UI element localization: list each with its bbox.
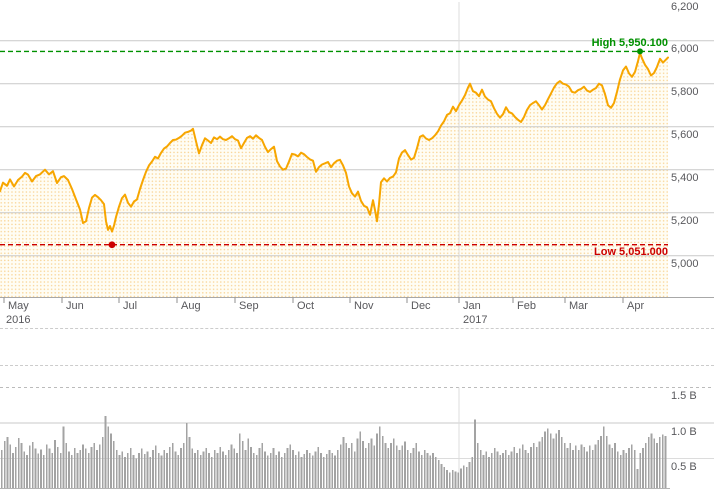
year-label: 2017 <box>463 314 488 326</box>
price-y-tick-label: 5,800 <box>671 85 699 98</box>
price-y-tick-label: 5,400 <box>671 171 699 184</box>
price-x-tick-label: Sep <box>239 300 259 312</box>
price-y-tick-label: 6,200 <box>671 1 699 13</box>
price-y-tick-label: 5,200 <box>671 214 699 227</box>
volume-y-tick-label: 1.5 B <box>671 390 697 402</box>
price-x-tick-label: Feb <box>517 300 536 312</box>
volume-indicator-header: Volume Remove Duplicate Indicator <box>0 329 714 365</box>
low-marker-dot <box>108 241 116 249</box>
volume-chart-pane[interactable] <box>0 366 714 497</box>
price-x-tick-label: Jan <box>463 300 481 312</box>
price-x-tick-label: May <box>8 300 29 312</box>
price-y-tick-label: 5,000 <box>671 257 699 270</box>
volume-y-tick-label: 1.0 B <box>671 425 697 438</box>
price-y-tick-label: 6,000 <box>671 42 699 55</box>
price-x-tick-label: Aug <box>181 300 201 312</box>
volume-header-divider <box>0 365 714 366</box>
price-panel-divider <box>0 328 714 329</box>
price-x-tick-label: Nov <box>354 300 374 312</box>
price-x-tick-label: Dec <box>411 300 431 312</box>
price-y-tick-label: 5,600 <box>671 128 699 141</box>
low-marker-label: Low 5,051.000 <box>594 246 668 258</box>
price-x-tick-label: Jul <box>123 300 138 312</box>
year-label: 2016 <box>6 314 31 326</box>
price-x-tick-label: Apr <box>627 300 645 312</box>
price-x-tick-label: Mar <box>569 300 588 312</box>
price-chart-pane[interactable] <box>0 0 714 329</box>
price-x-tick-label: Jun <box>66 300 84 312</box>
high-marker-dot <box>637 48 643 55</box>
price-x-tick-label: Oct <box>297 300 315 312</box>
high-marker-label: High 5,950.100 <box>591 37 668 49</box>
volume-y-tick-label: 0.5 B <box>671 461 697 473</box>
